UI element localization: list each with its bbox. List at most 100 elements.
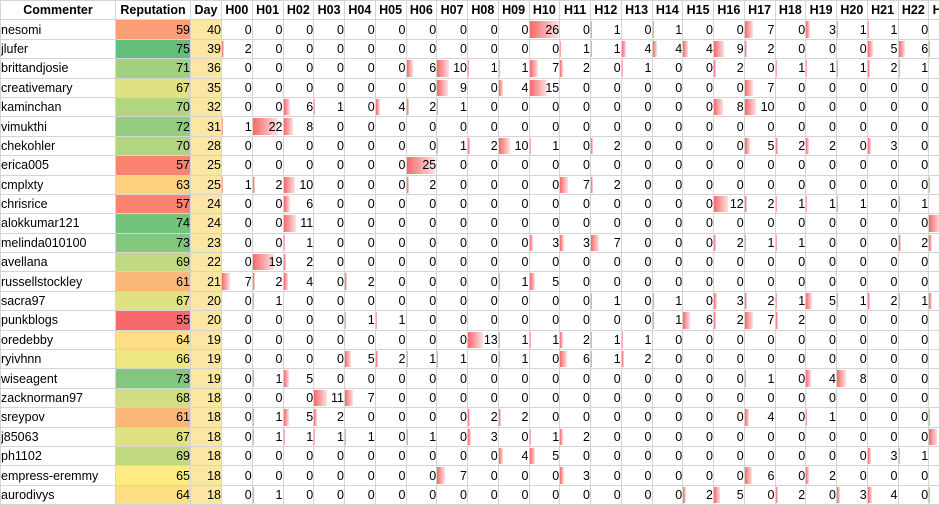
hour-cell: 0: [806, 388, 837, 407]
hour-value: 0: [891, 275, 898, 289]
hour-cell: 0: [591, 272, 622, 291]
table-row[interactable]: chrisrice57240060000000000000122111010: [1, 194, 939, 213]
hour-cell: 1: [621, 59, 652, 78]
hour-cell: 0: [591, 117, 622, 136]
hour-value: 0: [306, 391, 313, 405]
table-row[interactable]: erica00557250000002500000000000000000: [1, 156, 939, 175]
column-header-h22[interactable]: H22: [898, 1, 929, 20]
data-bar: [868, 487, 873, 503]
table-row[interactable]: oredebby64190000000013112110000000000: [1, 330, 939, 349]
hour-cell: 1: [529, 136, 560, 155]
table-row[interactable]: avellana69220192000000000000000000000: [1, 253, 939, 272]
column-header-h20[interactable]: H20: [837, 1, 868, 20]
hour-cell: 0: [683, 427, 714, 446]
hour-cell: 0: [867, 78, 898, 97]
hour-value: 0: [368, 197, 375, 211]
column-header-commenter[interactable]: Commenter: [1, 1, 116, 20]
hour-cell: 0: [468, 369, 499, 388]
column-header-h12[interactable]: H12: [591, 1, 622, 20]
table-row[interactable]: wiseagent7319015000000000000001048000: [1, 369, 939, 388]
hour-cell: 0: [283, 330, 314, 349]
column-header-h19[interactable]: H19: [806, 1, 837, 20]
hour-value: 0: [368, 372, 375, 386]
hour-cell: 0: [591, 311, 622, 330]
column-header-h06[interactable]: H06: [406, 1, 437, 20]
column-header-h05[interactable]: H05: [375, 1, 406, 20]
column-header-h15[interactable]: H15: [683, 1, 714, 20]
table-row[interactable]: punkblogs5520000011000000001627200000: [1, 311, 939, 330]
table-row[interactable]: cmplxty63251210000200007200000000001: [1, 175, 939, 194]
hour-cell: 1: [468, 59, 499, 78]
column-header-h16[interactable]: H16: [714, 1, 745, 20]
data-bar: [899, 60, 900, 76]
table-row[interactable]: sreypov6118015200002200000004010001: [1, 408, 939, 427]
hour-cell: 0: [406, 369, 437, 388]
column-header-reputation[interactable]: Reputation: [116, 1, 191, 20]
column-header-h09[interactable]: H09: [498, 1, 529, 20]
hour-cell: 0: [775, 20, 806, 39]
hour-cell: 0: [283, 291, 314, 310]
table-row[interactable]: kaminchan70320061042100000000810000000: [1, 97, 939, 116]
hour-cell: 0: [806, 485, 837, 504]
table-row[interactable]: ryivhnn6619000052110106120000000000: [1, 350, 939, 369]
data-bar: [284, 254, 286, 270]
hour-value: 0: [552, 410, 559, 424]
data-bar: [468, 332, 483, 348]
hour-value: 0: [460, 294, 467, 308]
column-header-h08[interactable]: H08: [468, 1, 499, 20]
hour-value: 0: [645, 410, 652, 424]
column-header-h07[interactable]: H07: [437, 1, 468, 20]
column-header-h02[interactable]: H02: [283, 1, 314, 20]
column-header-h23[interactable]: H23: [929, 1, 939, 20]
data-bar: [560, 177, 568, 193]
hour-cell: 0: [714, 330, 745, 349]
column-header-h10[interactable]: H10: [529, 1, 560, 20]
column-header-h14[interactable]: H14: [652, 1, 683, 20]
data-bar: [468, 409, 470, 425]
table-row[interactable]: sacra976720010000000000101032151212: [1, 291, 939, 310]
hour-cell: 0: [591, 466, 622, 485]
column-header-h01[interactable]: H01: [252, 1, 283, 20]
hour-value: 0: [337, 313, 344, 327]
column-header-h11[interactable]: H11: [560, 1, 591, 20]
data-bar: [499, 332, 500, 348]
hour-cell: 0: [437, 369, 468, 388]
data-bar: [745, 41, 747, 57]
table-row[interactable]: vimukthi72311228000000000000000000000: [1, 117, 939, 136]
hour-value: 0: [368, 294, 375, 308]
table-row[interactable]: nesomi59400000000000260101007031100: [1, 20, 939, 39]
column-header-h03[interactable]: H03: [314, 1, 345, 20]
hour-value: 0: [829, 449, 836, 463]
table-row[interactable]: chekohler70280000000121010200005220300: [1, 136, 939, 155]
hour-value: 0: [645, 158, 652, 172]
hour-value: 0: [798, 449, 805, 463]
hour-cell: 5: [714, 485, 745, 504]
column-header-h21[interactable]: H21: [867, 1, 898, 20]
data-bar: [776, 312, 778, 328]
column-header-h18[interactable]: H18: [775, 1, 806, 20]
hour-value: 0: [614, 158, 621, 172]
data-bar: [284, 409, 290, 425]
data-bar: [868, 21, 869, 37]
column-header-h04[interactable]: H04: [345, 1, 376, 20]
table-row[interactable]: ph11026918000000000450000000000310: [1, 446, 939, 465]
hour-value: 0: [614, 61, 621, 75]
hour-value: 0: [429, 488, 436, 502]
column-header-day[interactable]: Day: [191, 1, 222, 20]
table-row[interactable]: j850636718011110103012000000000007: [1, 427, 939, 446]
hour-cell: 0: [468, 175, 499, 194]
data-bar: [437, 138, 438, 154]
column-header-h13[interactable]: H13: [621, 1, 652, 20]
table-row[interactable]: jlufer7539200000000001144492000561: [1, 39, 939, 58]
table-row[interactable]: aurodivys6418010000000000000250203401: [1, 485, 939, 504]
column-header-h17[interactable]: H17: [744, 1, 775, 20]
hour-cell: 0: [898, 78, 929, 97]
column-header-h00[interactable]: H00: [222, 1, 253, 20]
